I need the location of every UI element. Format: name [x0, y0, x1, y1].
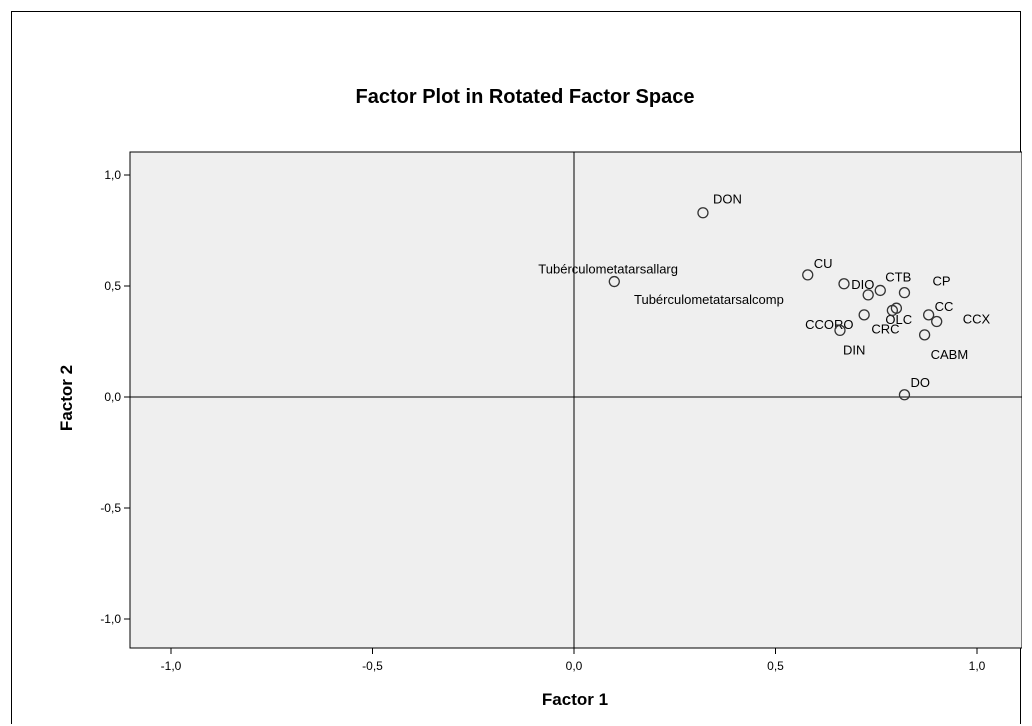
x-axis-ticks: -1,0 -0,5 0,0 0,5 1,0 [161, 648, 986, 673]
x-axis-label: Factor 1 [542, 690, 608, 709]
x-tick-label: 0,5 [767, 659, 784, 673]
point-label: CABM [931, 347, 969, 362]
data-point [874, 284, 886, 297]
data-point [834, 324, 846, 337]
chart-title: Factor Plot in Rotated Factor Space [356, 86, 695, 108]
point-label: Tubérculometatarsalcomp [634, 292, 784, 307]
data-point [838, 278, 850, 290]
x-tick-label: 1,0 [969, 659, 986, 673]
point-label: CP [932, 274, 950, 289]
point-label: CCX [963, 312, 991, 327]
point-label: CRC [871, 321, 899, 336]
data-point [898, 389, 911, 401]
data-point [862, 289, 874, 301]
point-label: CTB [885, 269, 911, 284]
x-tick-label: -1,0 [161, 659, 182, 673]
point-label: CC [935, 299, 954, 314]
point-label: DIO [851, 277, 874, 292]
data-point [931, 315, 943, 328]
factor-plot: Factor Plot in Rotated Factor Space -1,0… [57, 86, 1022, 709]
data-point [608, 275, 620, 288]
data-point [886, 304, 899, 317]
y-tick-label: -0,5 [100, 501, 121, 515]
data-point [802, 269, 814, 281]
y-tick-label: -1,0 [100, 612, 121, 626]
data-point [922, 309, 935, 321]
y-tick-label: 0,0 [104, 390, 121, 404]
data-point [858, 309, 870, 321]
point-label: DON [713, 192, 742, 207]
data-points: DON Tubérculometatarsallarg CU Tubérculomet… [538, 192, 991, 401]
data-point [898, 287, 911, 299]
reference-lines [130, 152, 1022, 648]
point-label: CU [814, 256, 833, 271]
data-point [918, 329, 931, 341]
data-point [697, 207, 709, 219]
point-label: CCORO [805, 317, 853, 332]
x-tick-label: 0,0 [566, 659, 583, 673]
point-label: DO [910, 375, 930, 390]
plot-area [129, 151, 1022, 649]
x-tick-label: -0,5 [362, 659, 383, 673]
y-axis-label: Factor 2 [57, 365, 76, 431]
y-tick-label: 1,0 [104, 168, 121, 182]
y-axis-ticks: -1,0 -0,5 0,0 0,5 1,0 [100, 168, 130, 626]
point-label: Tubérculometatarsallarg [538, 262, 678, 277]
point-label: DIN [843, 342, 865, 357]
y-tick-label: 0,5 [104, 279, 121, 293]
chart-frame: Factor Plot in Rotated Factor Space -1,0… [11, 11, 1022, 724]
